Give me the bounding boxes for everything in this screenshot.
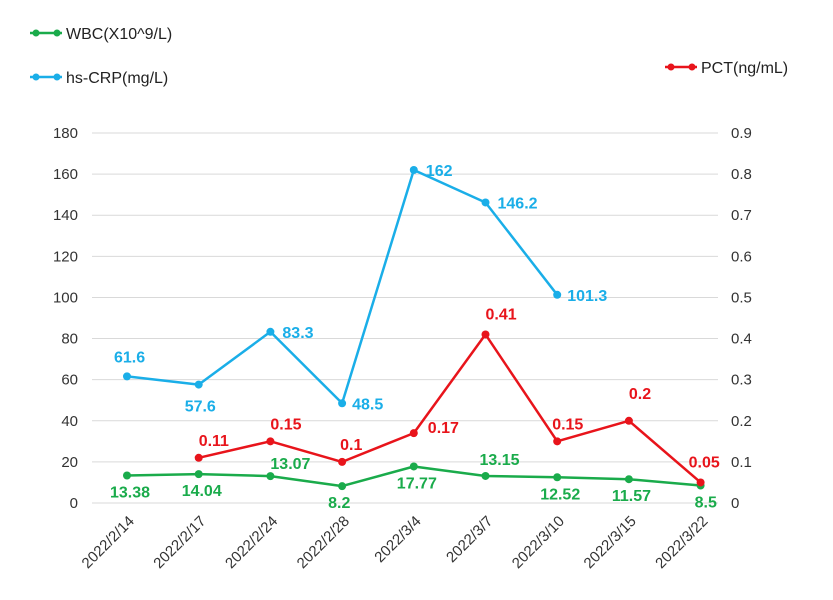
right-tick-label: 0 [731,495,739,512]
x-axis-ticks: 2022/2/14 2022/2/17 2022/2/24 2022/2/28 2022… [79,513,712,572]
data-point-hscrp [553,290,562,299]
data-label-wbc: 8.2 [328,495,350,512]
legend-pct-label: PCT(ng/mL) [701,60,788,77]
data-labels: 13.38 14.04 13.07 8.2 17.77 13.15 12.52 11.57 8.… [110,163,720,512]
data-point-wbc [409,462,418,471]
data-label-wbc: 13.38 [110,484,150,501]
x-tick-label: 2022/2/28 [294,513,353,572]
data-point-wbc [553,473,562,482]
data-label-wbc: 8.5 [695,495,717,512]
data-label-pct: 0.41 [486,306,517,323]
data-label-pct: 0.15 [270,416,301,433]
right-tick-label: 0.6 [731,248,752,265]
right-tick-label: 0.8 [731,166,752,183]
left-tick-label: 100 [53,289,78,306]
data-point-hscrp [338,399,347,408]
data-label-wbc: 12.52 [540,486,580,503]
right-tick-label: 0.2 [731,413,752,430]
right-tick-label: 0.1 [731,454,752,471]
left-tick-label: 180 [53,125,78,142]
right-tick-label: 0.4 [731,331,752,348]
data-label-hscrp: 101.3 [567,288,607,305]
left-tick-label: 60 [61,372,78,389]
data-point-wbc [266,472,275,481]
data-label-wbc: 11.57 [612,488,651,505]
data-label-wbc: 14.04 [182,483,222,500]
data-point-pct [553,437,562,446]
legend-wbc-marker [53,29,61,37]
legend-pct-marker [667,63,675,71]
data-point-pct [338,457,347,466]
data-point-wbc [338,482,347,491]
data-label-pct: 0.15 [552,416,583,433]
data-point-pct [266,437,275,446]
right-axis-ticks: 0 0.1 0.2 0.3 0.4 0.5 0.6 0.7 0.8 0.9 [731,125,752,512]
left-tick-label: 0 [70,495,78,512]
x-tick-label: 2022/2/14 [79,513,138,572]
left-tick-label: 20 [61,454,78,471]
legend-hscrp-label: hs-CRP(mg/L) [66,70,168,87]
data-label-pct: 0.1 [340,437,362,454]
left-tick-label: 120 [53,248,78,265]
data-label-hscrp: 61.6 [114,349,145,366]
data-point-pct [696,478,705,487]
data-point-hscrp [409,166,418,174]
data-point-pct [409,429,418,438]
data-point-wbc [481,471,490,480]
legend: WBC(X10^9/L) hs-CRP(mg/L) PCT(ng/mL) [30,26,788,87]
data-point-pct [194,453,203,462]
data-point-wbc [123,471,131,480]
data-label-pct: 0.17 [428,420,459,437]
legend-hscrp-marker [32,73,40,81]
data-label-hscrp: 146.2 [498,195,538,212]
left-tick-label: 40 [61,413,78,430]
data-label-pct: 0.2 [629,386,651,403]
data-point-wbc [194,470,203,479]
x-tick-label: 2022/3/22 [652,513,711,572]
legend-pct-marker [688,63,696,71]
x-tick-label: 2022/3/4 [371,513,424,566]
series-line-pct [198,333,702,484]
data-point-pct [624,416,633,425]
data-label-wbc: 17.77 [397,475,437,492]
data-label-hscrp: 162 [426,163,453,180]
data-point-hscrp [266,327,275,336]
series-points [123,166,705,491]
gridlines [92,132,718,504]
right-tick-label: 0.3 [731,372,752,389]
data-label-wbc: 13.07 [270,456,310,473]
data-point-hscrp [194,380,203,389]
legend-item-hscrp: hs-CRP(mg/L) [30,70,168,87]
left-tick-label: 140 [53,207,78,224]
right-tick-label: 0.7 [731,207,752,224]
right-tick-label: 0.5 [731,289,752,306]
data-label-pct: 0.05 [689,454,720,471]
data-point-hscrp [123,372,131,381]
x-tick-label: 2022/3/15 [581,513,640,572]
data-label-pct: 0.11 [199,433,229,450]
data-label-hscrp: 57.6 [185,399,216,416]
legend-wbc-label: WBC(X10^9/L) [66,26,172,43]
legend-wbc-marker [32,29,40,37]
x-tick-label: 2022/3/10 [509,513,568,572]
data-label-hscrp: 48.5 [352,396,383,413]
data-label-wbc: 13.15 [480,452,520,469]
data-point-hscrp [481,198,490,207]
x-tick-label: 2022/3/7 [443,513,496,566]
legend-hscrp-marker [53,73,61,81]
right-tick-label: 0.9 [731,125,752,142]
series-line-hscrp [126,168,559,405]
data-point-wbc [624,475,633,484]
x-tick-label: 2022/2/24 [222,513,281,572]
data-point-pct [481,330,490,339]
legend-item-wbc: WBC(X10^9/L) [30,26,172,43]
data-label-hscrp: 83.3 [282,325,313,342]
left-axis-ticks: 0 20 40 60 80 100 120 140 160 180 [53,125,78,512]
left-tick-label: 80 [61,331,78,348]
x-tick-label: 2022/2/17 [150,513,209,572]
legend-item-pct: PCT(ng/mL) [665,60,788,77]
left-tick-label: 160 [53,166,78,183]
